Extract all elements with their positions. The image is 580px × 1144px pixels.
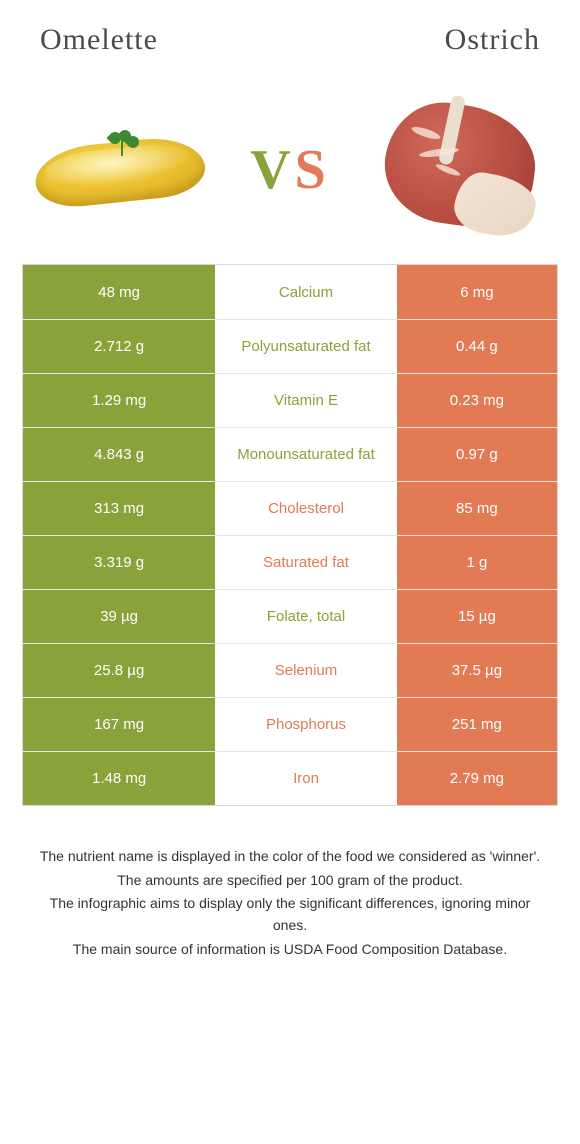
left-value: 3.319 g [23, 536, 215, 589]
right-value: 0.97 g [397, 428, 557, 481]
nutrient-name: Monounsaturated fat [215, 428, 397, 481]
nutrient-name: Iron [215, 752, 397, 805]
footer-line: The main source of information is USDA F… [34, 939, 546, 961]
footer-line: The infographic aims to display only the… [34, 893, 546, 936]
vs-label: VS [250, 138, 330, 202]
hero-row: VS [0, 80, 580, 260]
left-value: 2.712 g [23, 320, 215, 373]
nutrient-name: Polyunsaturated fat [215, 320, 397, 373]
table-row: 1.48 mgIron2.79 mg [23, 751, 557, 805]
nutrient-name: Folate, total [215, 590, 397, 643]
left-value: 25.8 µg [23, 644, 215, 697]
right-value: 85 mg [397, 482, 557, 535]
right-value: 0.44 g [397, 320, 557, 373]
nutrient-name: Selenium [215, 644, 397, 697]
left-value: 1.48 mg [23, 752, 215, 805]
vs-s: S [295, 139, 330, 201]
table-row: 313 mgCholesterol85 mg [23, 481, 557, 535]
right-value: 1 g [397, 536, 557, 589]
nutrient-name: Vitamin E [215, 374, 397, 427]
right-value: 37.5 µg [397, 644, 557, 697]
left-value: 167 mg [23, 698, 215, 751]
nutrient-name: Saturated fat [215, 536, 397, 589]
footer-line: The nutrient name is displayed in the co… [34, 846, 546, 868]
table-row: 39 µgFolate, total15 µg [23, 589, 557, 643]
title-left: Omelette [40, 23, 290, 57]
footer-notes: The nutrient name is displayed in the co… [34, 846, 546, 960]
table-row: 48 mgCalcium6 mg [23, 265, 557, 319]
left-value: 39 µg [23, 590, 215, 643]
title-bar: Omelette Ostrich [0, 0, 580, 80]
table-row: 3.319 gSaturated fat1 g [23, 535, 557, 589]
right-value: 2.79 mg [397, 752, 557, 805]
table-row: 167 mgPhosphorus251 mg [23, 697, 557, 751]
nutrient-table: 48 mgCalcium6 mg2.712 gPolyunsaturated f… [22, 264, 558, 806]
left-value: 48 mg [23, 265, 215, 319]
nutrient-name: Calcium [215, 265, 397, 319]
title-right: Ostrich [290, 23, 540, 57]
right-value: 0.23 mg [397, 374, 557, 427]
left-value: 313 mg [23, 482, 215, 535]
right-value: 251 mg [397, 698, 557, 751]
ostrich-image [370, 100, 550, 240]
table-row: 25.8 µgSelenium37.5 µg [23, 643, 557, 697]
nutrient-name: Phosphorus [215, 698, 397, 751]
left-value: 1.29 mg [23, 374, 215, 427]
table-row: 2.712 gPolyunsaturated fat0.44 g [23, 319, 557, 373]
table-row: 1.29 mgVitamin E0.23 mg [23, 373, 557, 427]
left-value: 4.843 g [23, 428, 215, 481]
omelette-image [30, 100, 210, 240]
footer-line: The amounts are specified per 100 gram o… [34, 870, 546, 892]
right-value: 15 µg [397, 590, 557, 643]
right-value: 6 mg [397, 265, 557, 319]
table-row: 4.843 gMonounsaturated fat0.97 g [23, 427, 557, 481]
nutrient-name: Cholesterol [215, 482, 397, 535]
vs-v: V [250, 139, 294, 201]
